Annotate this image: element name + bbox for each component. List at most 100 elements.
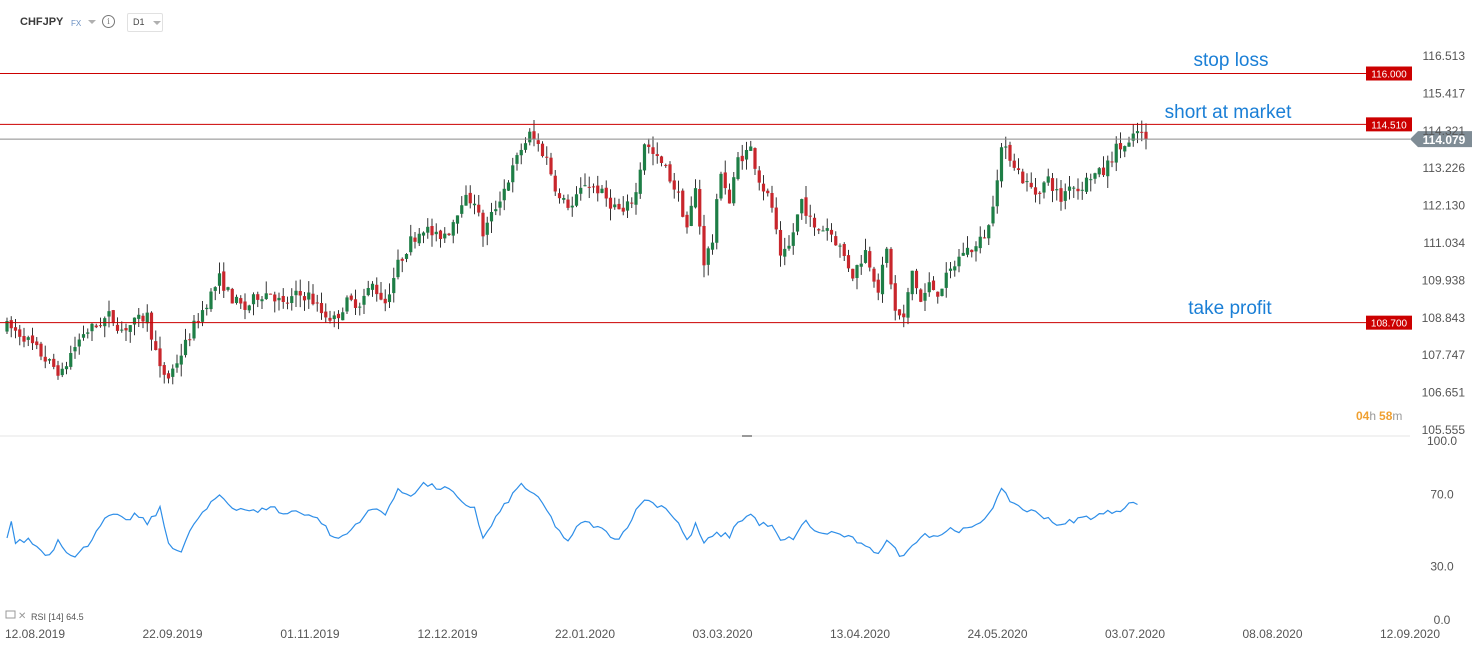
timeframe-chevron-down-icon[interactable] [153,21,161,25]
candle-body [987,225,991,239]
candle-body [137,314,141,319]
candle-body [579,187,583,194]
candle-body [655,154,659,157]
candle-body [98,325,103,327]
candle-body [685,214,689,228]
candle-body [409,236,413,253]
candle-body [787,245,791,249]
indicator-settings-icon[interactable] [5,610,16,619]
candle-body [1033,187,1038,195]
candle-body [307,292,311,300]
candle-body [566,199,570,208]
price-tick-label: 113.226 [1423,161,1466,175]
candle-body [617,203,621,210]
candle-body [613,204,617,208]
candle-body [897,309,902,316]
candle-body [749,146,753,151]
candle-body [842,244,846,256]
candle-body [757,170,761,183]
price-levels: 116.000 114.510 108.700 114.079 [0,66,1472,330]
timeframe-select[interactable]: D1 [127,13,163,32]
candle-body [995,180,999,207]
time-tick-label: 12.08.2019 [5,627,65,641]
price-tick-label: 112.130 [1423,199,1466,213]
candle-body [39,343,43,357]
price-tick-label: 114.321 [1423,124,1466,138]
candle-body [273,294,277,302]
candle-body [43,356,47,362]
candle-body [957,256,961,267]
time-tick-label: 08.08.2020 [1242,627,1302,641]
candle-body [863,250,868,263]
candle-body [876,279,880,293]
symbol-dropdown-chevron-icon[interactable] [88,20,96,24]
candle-body [239,298,243,304]
candle-body [698,189,702,227]
current-price-tag [1410,131,1472,148]
candle-body [349,295,353,300]
candle-body [604,187,608,199]
candle-body [86,332,90,334]
candle-body [1118,143,1123,150]
time-axis: 12.08.2019 22.09.2019 01.11.2019 12.12.2019… [5,627,1440,641]
candle-body [570,205,574,208]
candle-body [642,144,647,171]
candle-body [625,201,630,211]
candle-body [744,149,749,160]
candle-body [1072,187,1076,189]
info-icon[interactable]: i [102,15,115,28]
candle-body [630,202,634,204]
rsi-tick-label: 0.0 [1434,613,1451,627]
take-profit-price-tag[interactable] [1366,315,1412,330]
candle-body [298,291,302,296]
candle-body [506,182,511,191]
candle-body [1135,131,1140,134]
candle-body [1140,131,1144,133]
candle-body [234,296,239,304]
close-indicator-icon[interactable]: ✕ [18,611,26,622]
candle-body [192,320,196,339]
candle-body [732,177,736,204]
candle-body [13,327,18,331]
rsi-legend-label: RSI [31,612,46,622]
candle-body [982,237,987,239]
stop-loss-price-label: 116.000 [1371,70,1407,81]
candle-body [1016,168,1021,171]
candle-body [353,299,358,308]
stop-loss-price-tag[interactable] [1366,66,1412,81]
short-at-market-price-tag[interactable] [1366,117,1412,132]
candle-body [834,236,838,246]
candle-body [778,229,783,256]
candle-body [540,143,545,157]
candle-body [1144,131,1148,140]
candle-body [532,131,536,140]
candle-body [940,288,944,297]
rsi-legend-params: [14] [49,612,64,622]
candle-body [736,157,740,179]
candle-body [991,206,995,224]
candle-body [1110,161,1114,163]
candle-body [702,225,706,266]
candle-body [477,204,481,213]
symbol-label[interactable]: CHFJPY [20,16,64,28]
candle-body [268,293,273,295]
candle-body [1055,189,1059,191]
candle-body [800,199,804,214]
candle-body [226,287,230,290]
candle-body [557,193,562,199]
candle-body [855,265,859,279]
candle-body [281,295,285,302]
candle-body [723,172,727,189]
candle-body [591,186,596,188]
stop-loss-annotation: stop loss [1194,50,1269,71]
candle-body [795,214,800,232]
candle-body [1131,133,1135,141]
candle-body [341,312,345,321]
price-tick-label: 108.843 [1422,311,1466,325]
candle-body [1084,177,1089,192]
candle-body [978,236,982,249]
candle-body [81,334,86,338]
candle-body [727,189,732,204]
candle-body [230,288,234,304]
